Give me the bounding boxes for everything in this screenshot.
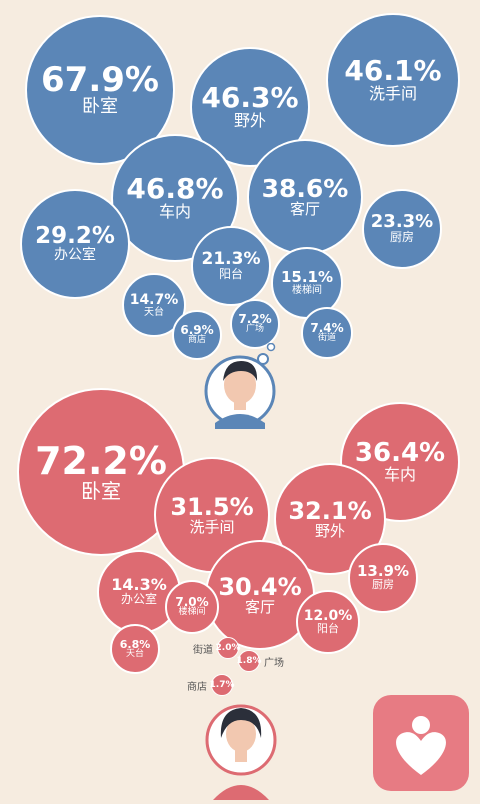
bubble-label: 办公室 (120, 592, 157, 607)
heart-person-icon (396, 716, 446, 775)
bubble-value: 2.0% (215, 642, 241, 653)
male-bubble: 6.9% 商店 (172, 310, 222, 360)
bubble-label: 办公室 (54, 246, 96, 263)
bubble-label: 天台 (144, 306, 164, 318)
bubble-value: 32.1% (288, 496, 372, 525)
male-bubble: 21.3% 阳台 (191, 226, 271, 306)
bubble-value: 12.0% (303, 607, 353, 624)
bubble-value: 14.7% (129, 291, 179, 308)
bubble-value: 29.2% (35, 222, 115, 249)
bubble-label: 车内 (383, 465, 416, 485)
bubble-label: 阳台 (317, 621, 339, 635)
bubble-value: 30.4% (218, 572, 302, 601)
bubble-label: 街道 (317, 333, 336, 344)
male-bubble: 46.1% 洗手间 (326, 13, 460, 147)
female-bubble: 1.7% (209, 674, 235, 696)
male-bubble: 23.3% 厨房 (362, 189, 442, 269)
bubble-value: 23.3% (370, 211, 434, 233)
male-bubble: 67.9% 卧室 (25, 15, 175, 165)
female-bubble: 12.0% 阳台 (296, 590, 360, 654)
bubble-value: 14.3% (111, 575, 167, 595)
bubble-value: 38.6% (261, 174, 349, 204)
bubble-label: 街道 (193, 645, 213, 656)
bubble-label: 厨房 (372, 578, 394, 592)
bubble-value: 36.4% (354, 438, 446, 469)
male-bubble: 7.4% 街道 (301, 307, 353, 359)
bubble-value: 6.8% (119, 637, 151, 651)
bubble-value: 46.1% (344, 54, 442, 88)
bubble-label: 楼梯间 (178, 607, 206, 618)
bubble-label: 洗手间 (189, 517, 235, 536)
bubble-value: 7.0% (175, 595, 209, 610)
bubble-label: 天台 (125, 648, 144, 659)
bubble-label: 厨房 (389, 230, 414, 245)
man-avatar-icon (203, 342, 277, 435)
bubble-value: 1.8% (236, 655, 262, 666)
female-bubble: 7.0% 楼梯间 (165, 580, 219, 634)
bubble-label: 广场 (264, 658, 284, 669)
bubble-label: 洗手间 (368, 84, 417, 104)
male-bubble: 46.8% 车内 (111, 134, 239, 262)
bubble-label: 野外 (233, 111, 266, 131)
male-bubble: 7.2% 广场 (230, 299, 280, 349)
bubble-value: 72.2% (35, 439, 167, 483)
bubble-value: 1.7% (209, 679, 235, 690)
male-bubble: 15.1% 楼梯间 (271, 247, 343, 319)
bubble-label: 商店 (187, 335, 206, 346)
female-bubble: 31.5% 洗手间 (154, 457, 270, 573)
bubble-label: 楼梯间 (292, 285, 322, 296)
male-bubble: 38.6% 客厅 (247, 139, 363, 255)
male-bubble: 29.2% 办公室 (20, 189, 130, 299)
bubble-value: 21.3% (201, 248, 261, 269)
bubble-label: 卧室 (82, 96, 118, 118)
female-bubble: 14.3% 办公室 (97, 550, 181, 634)
app-badge[interactable] (373, 695, 469, 791)
female-bubble: 13.9% 厨房 (348, 543, 418, 613)
bubble-value: 15.1% (280, 268, 334, 286)
bubble-value: 31.5% (170, 492, 254, 521)
woman-avatar-icon (205, 690, 277, 800)
bubble-label: 客厅 (244, 597, 275, 616)
bubble-label: 商店 (187, 682, 207, 693)
bubble-value: 6.9% (180, 323, 214, 338)
bubble-value: 46.3% (201, 81, 299, 115)
bubble-value: 7.2% (238, 312, 272, 327)
bubble-label: 车内 (158, 202, 191, 222)
female-bubble: 2.0% (215, 637, 241, 659)
female-bubble: 1.8% (236, 650, 262, 672)
bubble-value: 67.9% (41, 60, 159, 101)
bubble-label: 卧室 (81, 479, 121, 503)
bubble-label: 客厅 (289, 200, 320, 219)
female-bubble: 6.8% 天台 (110, 624, 160, 674)
bubble-value: 13.9% (356, 562, 410, 581)
bubble-label: 野外 (314, 521, 345, 540)
bubble-label: 阳台 (218, 266, 243, 281)
bubble-value: 46.8% (126, 172, 224, 206)
bubble-value: 7.4% (310, 321, 344, 336)
bubble-label: 广场 (245, 324, 264, 335)
